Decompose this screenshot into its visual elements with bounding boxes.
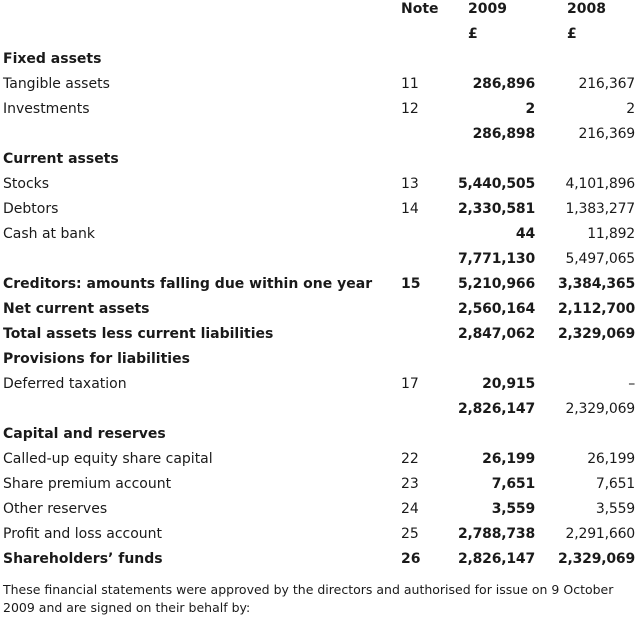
table-row: Capital and reserves <box>0 425 638 450</box>
row-label: Net current assets <box>3 301 150 317</box>
row-value-2009: 7,651 <box>491 476 535 492</box>
row-label: Fixed assets <box>3 51 102 67</box>
year-2008-header: 2008 <box>567 1 606 17</box>
row-value-2009: 2,788,738 <box>457 526 535 542</box>
row-label: Provisions for liabilities <box>3 351 190 367</box>
table-row: Share premium account 23 7,651 7,651 <box>0 475 638 500</box>
note-column-header: Note <box>401 1 439 17</box>
currency-2008: £ <box>567 26 577 42</box>
row-value-2009: 2 <box>525 101 535 117</box>
row-label: Tangible assets <box>3 76 110 92</box>
table-row: Fixed assets <box>0 50 638 75</box>
row-label: Cash at bank <box>3 226 95 242</box>
row-note: 14 <box>401 201 419 217</box>
table-row: Provisions for liabilities <box>0 350 638 375</box>
row-value-2008: 3,559 <box>595 501 635 517</box>
row-label: Current assets <box>3 151 119 167</box>
table-row: Called-up equity share capital 22 26,199 26… <box>0 450 638 475</box>
row-note: 26 <box>401 551 421 567</box>
row-note: 22 <box>401 451 419 467</box>
row-label: Investments <box>3 101 90 117</box>
table-row: Tangible assets 11 286,896 216,367 <box>0 75 638 100</box>
table-row: Stocks 13 5,440,505 4,101,896 <box>0 175 638 200</box>
row-value-2009: 3,559 <box>491 501 535 517</box>
row-label: Other reserves <box>3 501 108 517</box>
row-note: 13 <box>401 176 419 192</box>
row-value-2009: 2,560,164 <box>457 301 535 317</box>
row-value-2009: 2,847,062 <box>457 326 535 342</box>
row-note: 15 <box>401 276 421 292</box>
row-value-2009: 20,915 <box>482 376 535 392</box>
row-value-2009: 286,898 <box>472 126 536 142</box>
row-label: Debtors <box>3 201 59 217</box>
column-header: Note 2009 2008 <box>0 0 638 25</box>
row-label: Stocks <box>3 176 50 192</box>
row-note: 17 <box>401 376 419 392</box>
table-row: Shareholders’ funds 26 2,826,147 2,329,069 <box>0 550 638 575</box>
row-value-2008: 2 <box>626 101 635 117</box>
row-value-2008: 216,369 <box>578 126 636 142</box>
row-value-2008: 2,329,069 <box>557 551 635 567</box>
row-label: Share premium account <box>3 476 172 492</box>
table-row: 7,771,130 5,497,065 <box>0 250 638 275</box>
row-note: 24 <box>401 501 419 517</box>
row-note: 12 <box>401 101 419 117</box>
table-row: Current assets <box>0 150 638 175</box>
row-value-2008: 2,112,700 <box>557 301 635 317</box>
table-row: Debtors 14 2,330,581 1,383,277 <box>0 200 638 225</box>
currency-header: £ £ <box>0 25 638 50</box>
row-label: Called-up equity share capital <box>3 451 213 467</box>
row-label: Deferred taxation <box>3 376 127 392</box>
row-value-2009: 5,440,505 <box>457 176 535 192</box>
row-value-2009: 2,826,147 <box>457 551 535 567</box>
row-value-2008: 2,329,069 <box>565 401 636 417</box>
row-label: Shareholders’ funds <box>3 551 163 567</box>
row-value-2008: 26,199 <box>587 451 635 467</box>
row-value-2008: 2,291,660 <box>565 526 636 542</box>
row-value-2008: – <box>628 376 635 392</box>
table-row: 2,826,147 2,329,069 <box>0 400 638 425</box>
row-note: 11 <box>401 76 419 92</box>
table-row: Investments 12 2 2 <box>0 100 638 125</box>
row-value-2008: 3,384,365 <box>557 276 635 292</box>
row-note: 25 <box>401 526 419 542</box>
row-note: 23 <box>401 476 419 492</box>
row-label: Profit and loss account <box>3 526 163 542</box>
row-value-2009: 2,330,581 <box>457 201 535 217</box>
row-label: Total assets less current liabilities <box>3 326 274 342</box>
currency-2009: £ <box>468 26 478 42</box>
table-row: Net current assets 2,560,164 2,112,700 <box>0 300 638 325</box>
row-label: Capital and reserves <box>3 426 166 442</box>
approval-statement: These financial statements were approved… <box>3 582 614 615</box>
row-value-2009: 5,210,966 <box>457 276 535 292</box>
row-value-2009: 44 <box>515 226 535 242</box>
table-row: Total assets less current liabilities 2,8… <box>0 325 638 350</box>
table-row: Creditors: amounts falling due within on… <box>0 275 638 300</box>
row-value-2009: 26,199 <box>482 451 535 467</box>
row-value-2008: 2,329,069 <box>557 326 635 342</box>
row-value-2008: 4,101,896 <box>565 176 636 192</box>
row-value-2008: 5,497,065 <box>565 251 636 267</box>
table-row: Deferred taxation 17 20,915 – <box>0 375 638 400</box>
table-row: Profit and loss account 25 2,788,738 2,291,… <box>0 525 638 550</box>
row-value-2009: 286,896 <box>472 76 536 92</box>
row-value-2008: 11,892 <box>587 226 635 242</box>
row-value-2008: 1,383,277 <box>565 201 636 217</box>
row-value-2008: 216,367 <box>578 76 636 92</box>
table-row: Other reserves 24 3,559 3,559 <box>0 500 638 525</box>
row-value-2009: 7,771,130 <box>457 251 535 267</box>
row-value-2009: 2,826,147 <box>457 401 535 417</box>
year-2009-header: 2009 <box>468 1 507 17</box>
table-row: Cash at bank 44 11,892 <box>0 225 638 250</box>
table-row: 286,898 216,369 <box>0 125 638 150</box>
row-value-2008: 7,651 <box>595 476 635 492</box>
row-label: Creditors: amounts falling due within on… <box>3 276 373 292</box>
